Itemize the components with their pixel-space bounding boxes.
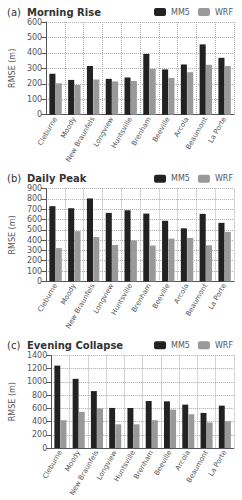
svg-text:Beeville: Beeville [153, 449, 174, 477]
svg-text:800: 800 [32, 391, 47, 400]
svg-text:0: 0 [37, 110, 42, 119]
svg-text:Beaumont: Beaumont [184, 115, 209, 150]
svg-text:MM5: MM5 [171, 8, 190, 17]
svg-text:Cleburne: Cleburne [41, 449, 64, 480]
svg-text:400: 400 [32, 417, 47, 426]
svg-text:La Porte: La Porte [207, 282, 228, 311]
svg-text:Morning Rise: Morning Rise [27, 7, 101, 18]
svg-text:900: 900 [27, 184, 42, 193]
svg-text:300: 300 [27, 246, 42, 255]
svg-text:300: 300 [27, 64, 42, 73]
svg-text:Beaumont: Beaumont [184, 282, 209, 317]
svg-text:400: 400 [27, 236, 42, 245]
svg-text:500: 500 [27, 33, 42, 42]
svg-text:Evening Collapse: Evening Collapse [27, 340, 123, 351]
svg-text:(c): (c) [7, 340, 20, 351]
svg-text:RMSE (m): RMSE (m) [8, 215, 17, 254]
svg-text:500: 500 [27, 225, 42, 234]
svg-text:New Braunfels: New Braunfels [64, 115, 96, 163]
svg-text:1000: 1000 [27, 377, 47, 386]
svg-text:Brenham: Brenham [132, 449, 155, 481]
svg-text:200: 200 [32, 430, 47, 439]
svg-text:600: 600 [32, 404, 47, 413]
svg-text:New Braunfels: New Braunfels [68, 449, 100, 497]
svg-text:0: 0 [42, 444, 47, 453]
svg-text:Arcola: Arcola [174, 449, 192, 472]
svg-text:200: 200 [27, 256, 42, 265]
svg-text:WRF: WRF [215, 341, 233, 350]
svg-text:RMSE (m): RMSE (m) [8, 49, 17, 88]
svg-text:La Porte: La Porte [207, 116, 228, 145]
svg-text:Huntsville: Huntsville [110, 282, 134, 316]
svg-text:Beaumont: Beaumont [185, 449, 210, 484]
svg-text:Cleburne: Cleburne [36, 282, 59, 313]
svg-text:Beeville: Beeville [151, 116, 172, 144]
svg-text:Longview: Longview [95, 449, 119, 482]
svg-text:800: 800 [27, 194, 42, 203]
svg-text:Arcola: Arcola [173, 282, 191, 305]
svg-text:La Porte: La Porte [207, 449, 228, 478]
svg-text:Cleburne: Cleburne [36, 116, 59, 147]
svg-text:Brenham: Brenham [130, 282, 153, 314]
svg-text:600: 600 [27, 18, 42, 27]
svg-text:Brenham: Brenham [130, 116, 153, 148]
svg-text:MM5: MM5 [171, 174, 190, 183]
svg-text:100: 100 [27, 267, 42, 276]
svg-text:RMSE (m): RMSE (m) [8, 382, 17, 421]
svg-text:Moody: Moody [59, 116, 77, 140]
svg-text:Arcola: Arcola [173, 116, 191, 139]
svg-text:Beeville: Beeville [151, 282, 172, 310]
svg-text:200: 200 [27, 79, 42, 88]
svg-text:400: 400 [27, 48, 42, 57]
svg-text:1200: 1200 [27, 364, 47, 373]
svg-text:Huntsville: Huntsville [112, 449, 137, 484]
svg-text:Longview: Longview [91, 115, 116, 149]
svg-text:700: 700 [27, 205, 42, 214]
svg-text:(a): (a) [7, 7, 21, 18]
svg-text:Moody: Moody [59, 282, 77, 306]
svg-text:Longview: Longview [91, 282, 116, 315]
svg-text:Huntsville: Huntsville [110, 116, 134, 150]
svg-text:WRF: WRF [215, 8, 233, 17]
svg-text:New Braunfels: New Braunfels [64, 282, 96, 330]
svg-text:0: 0 [37, 277, 42, 286]
svg-text:Daily Peak: Daily Peak [27, 173, 87, 184]
svg-text:Moody: Moody [64, 449, 82, 473]
svg-text:WRF: WRF [215, 174, 233, 183]
svg-text:100: 100 [27, 95, 42, 104]
svg-text:600: 600 [27, 215, 42, 224]
svg-text:(b): (b) [7, 173, 21, 184]
svg-text:MM5: MM5 [171, 341, 190, 350]
svg-text:1400: 1400 [27, 351, 47, 360]
